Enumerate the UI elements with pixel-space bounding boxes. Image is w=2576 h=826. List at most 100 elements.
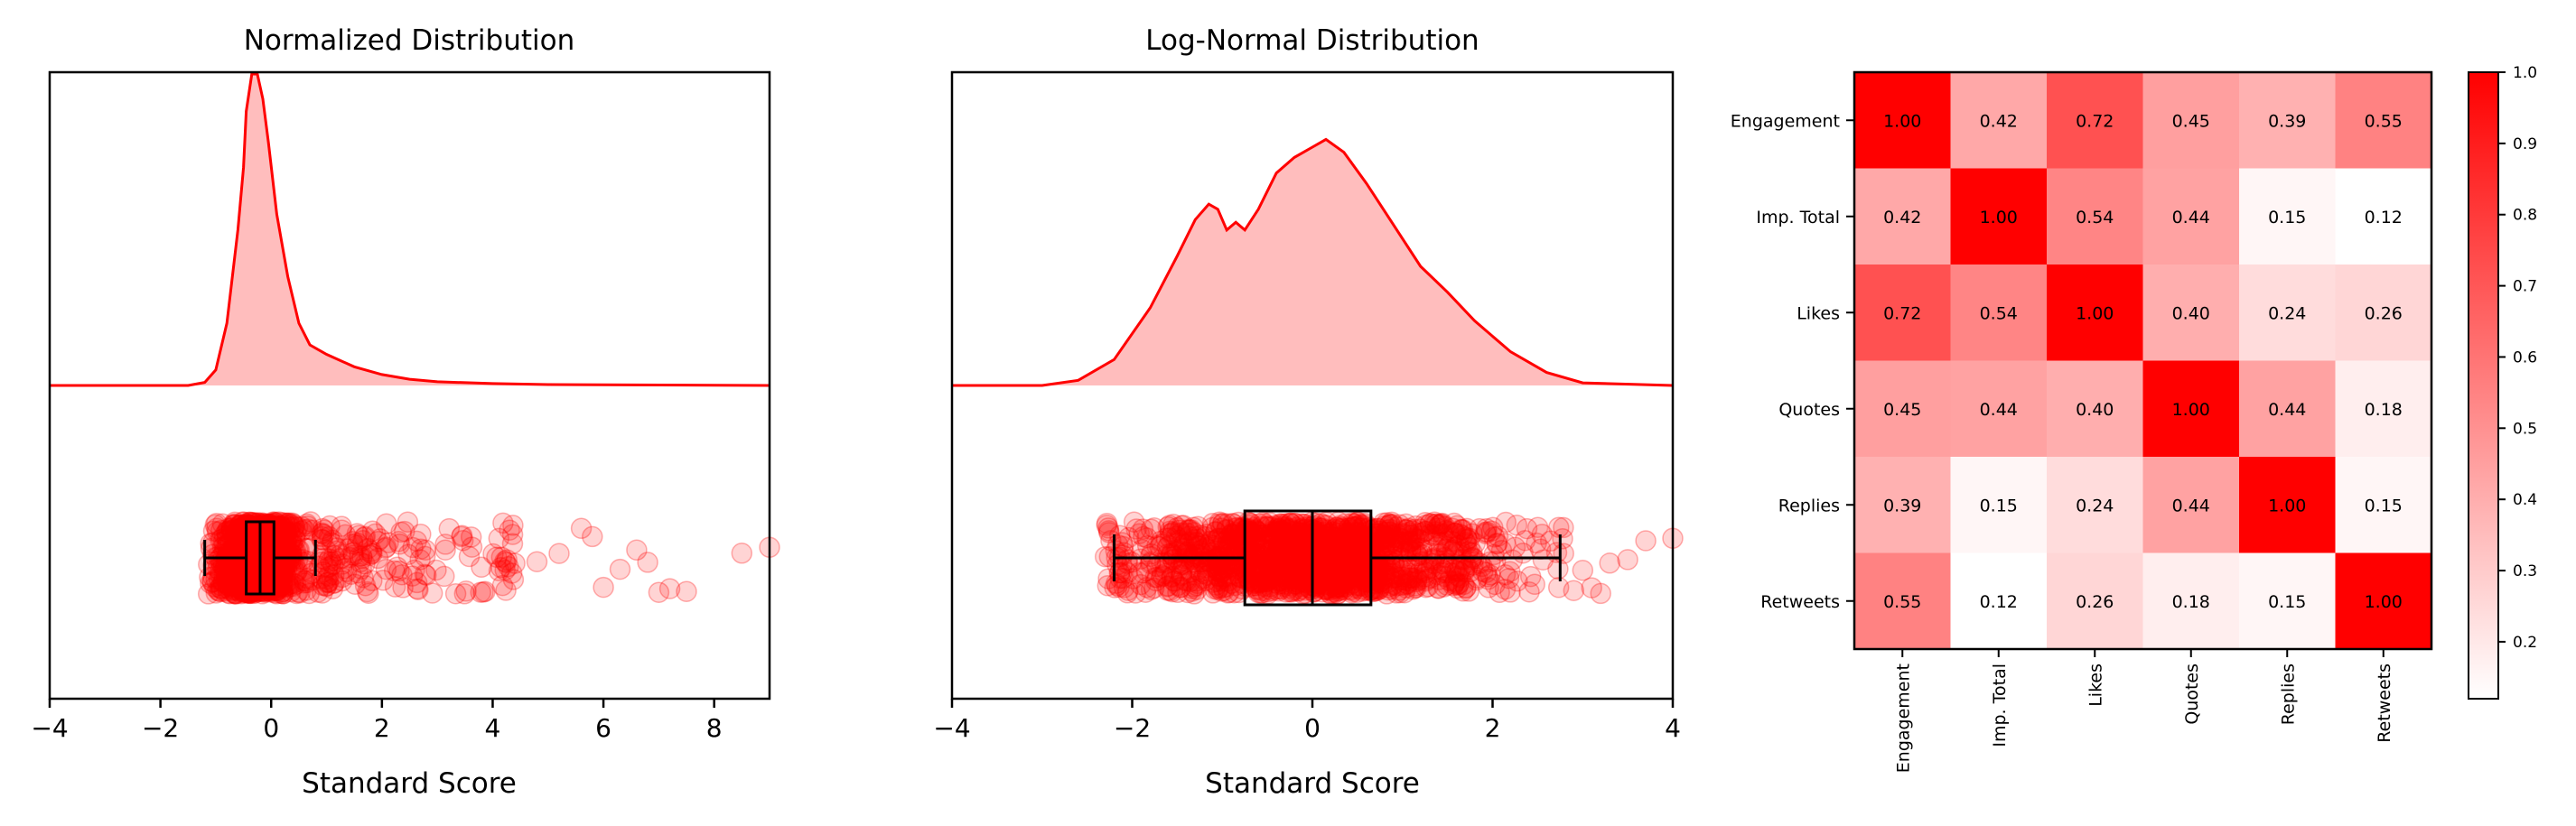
strip-point [1312,522,1334,543]
strip-point [247,552,269,574]
row-label: Replies [1778,496,1840,515]
heatmap-cell-value: 0.55 [1883,592,1921,612]
strip-point [312,529,334,551]
strip-point [233,561,256,582]
strip-point [223,515,246,536]
strip-point [238,555,259,578]
strip-point [271,516,293,538]
strip-point [298,582,320,605]
strip-point [287,581,309,603]
strip-point [217,578,238,599]
strip-point [472,581,494,603]
strip-point [257,514,278,535]
strip-point [1096,515,1118,536]
strip-point [1167,561,1189,582]
x-tick-label: −4 [31,713,68,743]
strip-point [323,563,345,586]
strip-point [220,517,242,539]
colorbar-tick-label: 0.3 [2513,562,2537,580]
strip-point [270,515,293,537]
x-tick-label: −4 [933,713,970,743]
strip-point [266,539,287,561]
strip-point [312,574,333,597]
strip-point [271,573,293,595]
strip-point [676,580,697,602]
strip-point [318,548,341,570]
strip-point [219,571,241,593]
strip-point [270,561,293,583]
strip-point [359,544,381,566]
strip-point [1339,524,1362,546]
strip-point [358,582,379,604]
strip-point [261,567,284,589]
strip-point [256,523,277,545]
strip-point [219,575,241,598]
strip-point [1162,548,1184,571]
strip-point [375,536,397,558]
strip-point [238,529,260,552]
strip-point [219,531,242,553]
strip-point [1377,559,1398,581]
strip-point [257,526,278,548]
strip-point [1173,533,1195,555]
strip-point [1218,581,1240,603]
strip-point [378,532,399,553]
strip-point [238,519,259,541]
strip-point [251,563,273,585]
strip-point [247,580,269,603]
strip-point [243,529,265,551]
strip-point [220,561,242,582]
strip-point [410,523,432,545]
strip-point [312,582,333,604]
colorbar-tick-label: 0.5 [2513,420,2537,438]
strip-point [257,530,278,552]
strip-point [201,571,224,593]
strip-point [1635,530,1657,552]
strip-point [331,548,352,570]
strip-point [215,568,238,589]
strip-point [331,515,352,537]
strip-point [266,568,288,590]
strip-point [1204,578,1226,600]
x-tick-label: 2 [1485,713,1501,743]
strip-point [285,582,308,605]
strip-point [1362,550,1384,572]
strip-point [281,532,303,554]
normalized-boxplot [203,520,317,596]
strip-point [367,530,389,552]
lognormal-strip-points [1094,511,1684,605]
strip-point [1106,572,1127,595]
strip-point [492,512,514,534]
colorbar-tick-label: 0.6 [2513,348,2537,367]
strip-point [223,582,246,605]
strip-point [232,576,254,599]
strip-point [256,543,277,565]
strip-point [256,552,277,574]
strip-point [324,550,346,572]
strip-point [205,582,228,604]
col-label: Replies [2278,664,2298,725]
strip-point [354,552,376,575]
strip-point [495,580,517,601]
strip-point [1309,517,1331,540]
strip-point [251,539,273,561]
strip-point [383,560,406,582]
strip-point [1310,534,1331,555]
strip-point [218,582,239,604]
strip-point [265,569,287,591]
strip-point [361,520,384,543]
strip-point [1337,568,1358,589]
strip-point [210,564,231,586]
strip-point [397,511,419,534]
strip-point [342,542,364,563]
strip-point [1278,547,1301,569]
heatmap-cell-value: 1.00 [2268,496,2306,515]
strip-point [270,530,293,552]
colorbar-tick-label: 0.9 [2513,135,2537,153]
strip-point [1187,535,1209,557]
strip-point [271,528,293,550]
strip-point [229,570,251,592]
strip-point [256,543,278,564]
strip-point [242,527,264,550]
strip-point [270,562,293,584]
